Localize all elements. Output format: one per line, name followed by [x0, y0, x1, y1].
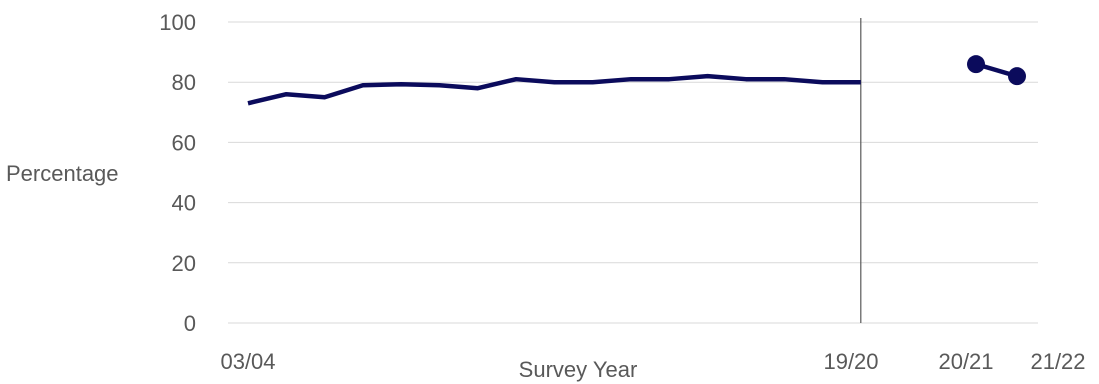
y-axis-title: Percentage — [6, 161, 119, 186]
y-tick-label-0: 0 — [184, 311, 196, 336]
x-axis-title: Survey Year — [519, 357, 638, 382]
x-tick-label-19-20: 19/20 — [823, 349, 878, 374]
gridlines — [228, 21, 1038, 324]
y-tick-label-100: 100 — [159, 10, 196, 35]
x-tick-label-20-21: 20/21 — [938, 349, 993, 374]
y-tick-label-80: 80 — [172, 70, 196, 95]
y-tick-labels: 0 20 40 60 80 100 — [159, 10, 196, 336]
series-group — [247, 55, 1026, 106]
x-tick-label-21-22: 21/22 — [1030, 349, 1085, 374]
y-tick-label-20: 20 — [172, 251, 196, 276]
data-point-21-22 — [1008, 67, 1026, 86]
y-tick-label-40: 40 — [172, 191, 196, 216]
x-tick-label-03-04: 03/04 — [220, 349, 275, 374]
x-tick-labels: 03/04 19/20 20/21 21/22 — [220, 349, 1085, 374]
y-tick-label-60: 60 — [172, 130, 196, 155]
data-point-20-21 — [967, 55, 985, 74]
series-line-1 — [247, 73, 861, 106]
